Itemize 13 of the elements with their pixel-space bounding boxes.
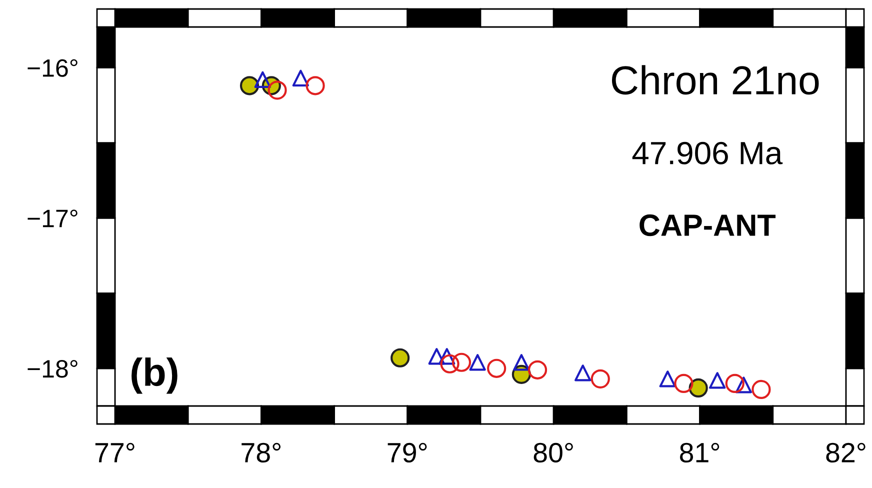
annotation: CAP-ANT	[640, 214, 776, 236]
annotation: (b)	[132, 358, 178, 394]
x-tick-label: 81°	[680, 442, 720, 463]
x-tick-label: 80°	[534, 442, 573, 463]
x-tick-label: 77°	[95, 442, 134, 462]
y-tick-label: −16°	[28, 59, 78, 77]
x-tick-label: 79°	[388, 442, 427, 463]
x-tick-label: 78°	[242, 442, 281, 463]
y-tick-label: −17°	[28, 210, 78, 228]
annotation: 47.906 Ma	[632, 142, 783, 164]
annotation: Chron 21no	[612, 65, 819, 95]
x-tick-label: 82°	[826, 442, 866, 463]
y-tick-label: −18°	[28, 360, 78, 378]
